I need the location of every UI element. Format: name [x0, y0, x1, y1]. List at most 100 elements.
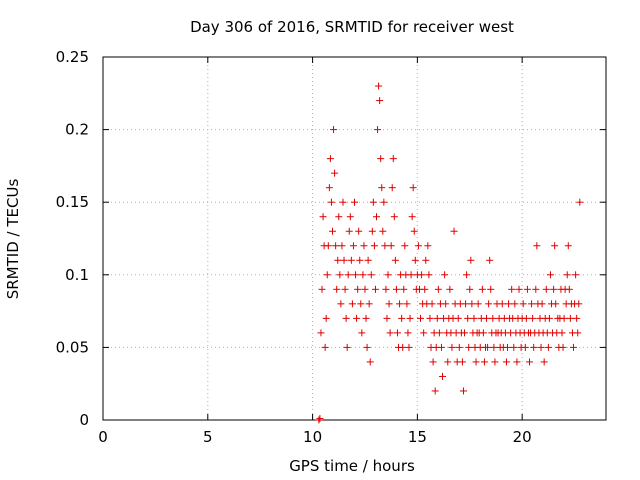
data-point — [465, 343, 473, 351]
data-point — [484, 343, 492, 351]
data-point — [351, 198, 358, 206]
data-point — [472, 358, 480, 366]
data-point — [367, 271, 375, 279]
data-point — [381, 242, 389, 250]
x-tick-label: 5 — [203, 428, 213, 446]
y-tick-label: 0.25 — [56, 48, 89, 66]
data-point — [335, 213, 343, 221]
data-point — [575, 300, 583, 308]
data-point — [399, 343, 407, 351]
data-point — [426, 314, 434, 322]
data-point — [405, 343, 413, 351]
data-point — [526, 358, 534, 366]
data-point — [418, 271, 426, 279]
y-axis-label: SRMTID / TECUs — [4, 179, 22, 300]
data-point — [355, 227, 363, 235]
data-point — [530, 343, 538, 351]
data-point — [334, 256, 342, 264]
data-point — [505, 300, 513, 308]
data-point — [382, 285, 390, 293]
data-point — [425, 271, 433, 279]
x-tick-label: 10 — [303, 428, 322, 446]
data-point — [340, 256, 348, 264]
data-point — [389, 155, 397, 163]
plot-frame — [102, 56, 607, 421]
data-point — [391, 256, 399, 264]
data-point — [409, 184, 417, 192]
data-point — [485, 300, 493, 308]
data-point — [428, 300, 436, 308]
data-point — [467, 256, 475, 264]
data-point — [470, 314, 478, 322]
data-point — [502, 358, 510, 366]
data-point — [424, 242, 432, 250]
grid — [103, 57, 606, 420]
data-point — [373, 213, 381, 221]
data-point — [511, 300, 519, 308]
data-point — [444, 358, 452, 366]
data-point — [463, 271, 471, 279]
data-point — [364, 256, 372, 264]
data-point — [414, 242, 422, 250]
x-axis-label: GPS time / hours — [289, 457, 415, 475]
data-point — [386, 329, 394, 337]
data-point — [384, 271, 392, 279]
data-point — [371, 285, 379, 293]
data-point — [454, 314, 462, 322]
data-point — [537, 343, 545, 351]
data-point — [523, 285, 531, 293]
y-tick-label: 0.1 — [65, 266, 89, 284]
data-point — [552, 300, 560, 308]
data-point — [380, 198, 388, 206]
data-point — [437, 343, 445, 351]
data-point — [339, 198, 347, 206]
data-point — [344, 271, 352, 279]
data-markers — [315, 82, 584, 424]
data-point — [327, 198, 335, 206]
data-point — [378, 184, 386, 192]
data-point — [398, 314, 406, 322]
chart-title: Day 306 of 2016, SRMTID for receiver wes… — [190, 18, 514, 36]
data-point — [383, 314, 391, 322]
data-point — [455, 343, 463, 351]
data-point — [546, 271, 554, 279]
data-point — [508, 285, 516, 293]
data-point — [483, 314, 491, 322]
x-tick-label: 20 — [513, 428, 532, 446]
data-point — [538, 300, 546, 308]
data-point — [341, 285, 349, 293]
data-point — [542, 285, 550, 293]
data-point — [325, 184, 333, 192]
data-point — [558, 329, 566, 337]
data-point — [572, 271, 580, 279]
data-point — [459, 387, 467, 395]
data-point — [474, 300, 482, 308]
data-point — [328, 227, 336, 235]
data-point — [448, 343, 456, 351]
data-point — [385, 300, 393, 308]
data-point — [316, 415, 324, 423]
data-point — [478, 285, 486, 293]
data-point — [366, 358, 374, 366]
data-point — [353, 314, 361, 322]
data-point — [422, 256, 430, 264]
data-point — [343, 343, 351, 351]
data-point — [468, 300, 476, 308]
data-point — [346, 213, 354, 221]
data-point — [359, 271, 367, 279]
data-point — [570, 343, 578, 351]
data-point — [433, 314, 441, 322]
data-point — [375, 82, 383, 90]
data-point — [573, 314, 581, 322]
data-point — [404, 329, 412, 337]
data-point — [352, 271, 360, 279]
data-point — [333, 285, 341, 293]
data-point — [342, 314, 350, 322]
data-point — [403, 300, 411, 308]
data-point — [563, 271, 571, 279]
data-point — [360, 242, 368, 250]
data-point — [529, 314, 537, 322]
data-point — [388, 184, 396, 192]
data-point — [336, 271, 344, 279]
data-point — [417, 314, 425, 322]
